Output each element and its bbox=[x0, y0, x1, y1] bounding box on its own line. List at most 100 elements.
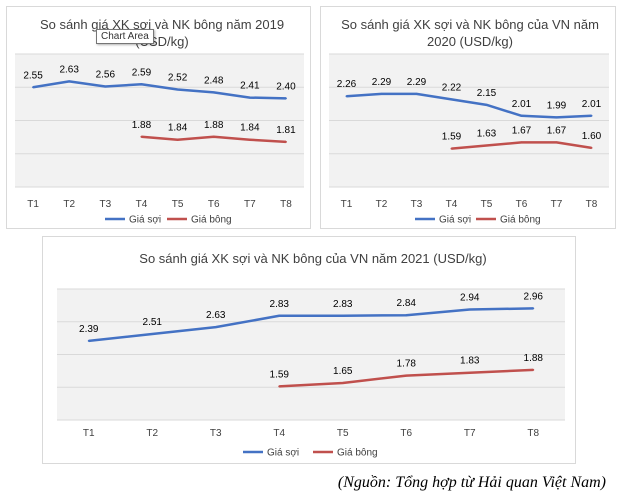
data-label: 2.48 bbox=[204, 75, 224, 86]
data-label: 2.51 bbox=[143, 317, 163, 328]
data-label: 2.55 bbox=[23, 70, 43, 81]
data-point bbox=[555, 116, 558, 119]
data-label: 1.59 bbox=[442, 132, 462, 143]
data-label: 2.01 bbox=[512, 99, 532, 110]
x-tick-label: T5 bbox=[172, 199, 184, 210]
data-label: 1.84 bbox=[240, 123, 260, 134]
data-label: 1.60 bbox=[582, 131, 602, 142]
chart-2019-svg: T1 T2 T3 T4 T5 T6 T7 T8 2.55 2.63 2.56 2.59 2.52 2.48… bbox=[15, 53, 304, 226]
data-point bbox=[176, 138, 179, 141]
x-tick-label: T1 bbox=[27, 199, 39, 210]
source-note: (Nguồn: Tổng hợp từ Hải quan Việt Nam) bbox=[337, 474, 606, 491]
data-label: 2.39 bbox=[79, 324, 99, 335]
series-line bbox=[32, 80, 286, 100]
data-point bbox=[520, 114, 523, 117]
data-point bbox=[212, 91, 215, 94]
data-point bbox=[278, 385, 281, 388]
data-point bbox=[32, 86, 35, 89]
data-label: 2.83 bbox=[333, 299, 353, 310]
data-point bbox=[405, 374, 408, 377]
chart-title: So sánh giá XK sợi và NK bông của VN năm… bbox=[139, 251, 487, 266]
chart-2019[interactable]: So sánh giá XK sợi và NK bông năm 2019 (… bbox=[6, 6, 311, 229]
x-tick-label: T3 bbox=[411, 199, 423, 210]
legend-label: Giá bông bbox=[500, 215, 541, 226]
data-label: 1.65 bbox=[333, 366, 353, 377]
data-point bbox=[532, 307, 535, 310]
data-point bbox=[345, 95, 348, 98]
data-label: 2.01 bbox=[582, 99, 602, 110]
data-label: 1.83 bbox=[460, 356, 480, 367]
x-tick-label: T6 bbox=[208, 199, 220, 210]
x-tick-label: T1 bbox=[341, 199, 353, 210]
data-point bbox=[341, 314, 344, 317]
data-label: 2.29 bbox=[407, 77, 427, 88]
data-point bbox=[68, 80, 71, 83]
data-label: 1.81 bbox=[276, 125, 296, 136]
data-label: 2.59 bbox=[132, 67, 152, 78]
data-label: 2.96 bbox=[524, 291, 544, 302]
data-point bbox=[590, 146, 593, 149]
data-label: 2.41 bbox=[240, 81, 260, 92]
data-point bbox=[590, 114, 593, 117]
chart-2020-svg: T1 T2 T3 T4 T5 T6 T7 T8 2.26 2.29 2.29 2.22 2.15 2.01… bbox=[329, 53, 609, 226]
data-label: 2.63 bbox=[206, 310, 226, 321]
data-label: 2.52 bbox=[168, 72, 188, 83]
data-label: 1.88 bbox=[132, 120, 152, 131]
data-point bbox=[248, 138, 251, 141]
data-label: 2.94 bbox=[460, 293, 480, 304]
data-point bbox=[140, 135, 143, 138]
data-point bbox=[341, 381, 344, 384]
chart-2021[interactable]: So sánh giá XK sợi và NK bông của VN năm… bbox=[42, 236, 576, 464]
x-tick-label: T3 bbox=[99, 199, 111, 210]
x-tick-label: T1 bbox=[83, 428, 95, 439]
x-tick-label: T2 bbox=[376, 199, 388, 210]
x-tick-label: T6 bbox=[400, 428, 412, 439]
x-tick-label: T4 bbox=[446, 199, 458, 210]
x-tick-label: T7 bbox=[464, 428, 476, 439]
data-label: 1.63 bbox=[477, 129, 497, 140]
x-tick-label: T6 bbox=[516, 199, 528, 210]
data-label: 2.22 bbox=[442, 82, 462, 93]
data-label: 1.59 bbox=[270, 369, 290, 380]
data-point bbox=[212, 135, 215, 138]
x-tick-label: T8 bbox=[280, 199, 292, 210]
data-label: 2.56 bbox=[96, 70, 116, 81]
data-point bbox=[380, 92, 383, 95]
data-point bbox=[468, 371, 471, 374]
data-point bbox=[485, 144, 488, 147]
data-label: 2.40 bbox=[276, 81, 296, 92]
data-point bbox=[284, 97, 287, 100]
data-point bbox=[140, 83, 143, 86]
chart-2020[interactable]: So sánh giá XK sợi và NK bông của VN năm… bbox=[320, 6, 616, 229]
x-tick-label: T4 bbox=[136, 199, 148, 210]
x-tick-label: T5 bbox=[481, 199, 493, 210]
data-point bbox=[520, 141, 523, 144]
x-tick-label: T7 bbox=[551, 199, 563, 210]
x-tick-label: T5 bbox=[337, 428, 349, 439]
data-point bbox=[284, 140, 287, 143]
data-label: 2.29 bbox=[372, 77, 392, 88]
data-label: 2.84 bbox=[397, 298, 417, 309]
x-tick-label: T8 bbox=[527, 428, 539, 439]
series-line bbox=[346, 92, 592, 119]
legend-label: Giá sợi bbox=[129, 215, 161, 226]
data-point bbox=[405, 314, 408, 317]
data-point bbox=[278, 314, 281, 317]
data-point bbox=[104, 85, 107, 88]
data-label: 1.78 bbox=[397, 359, 417, 370]
data-point bbox=[151, 332, 154, 335]
data-point bbox=[415, 92, 418, 95]
x-tick-label: T7 bbox=[244, 199, 256, 210]
x-tick-label: T8 bbox=[586, 199, 598, 210]
data-label: 2.83 bbox=[270, 299, 290, 310]
data-label: 1.67 bbox=[512, 125, 532, 136]
x-tick-label: T3 bbox=[210, 428, 222, 439]
data-point bbox=[532, 368, 535, 371]
data-label: 1.88 bbox=[204, 120, 224, 131]
data-point bbox=[468, 308, 471, 311]
data-label: 2.15 bbox=[477, 88, 497, 99]
data-point bbox=[485, 103, 488, 106]
legend-label: Giá sợi bbox=[267, 448, 299, 459]
data-label: 2.63 bbox=[59, 64, 79, 75]
data-point bbox=[248, 96, 251, 99]
